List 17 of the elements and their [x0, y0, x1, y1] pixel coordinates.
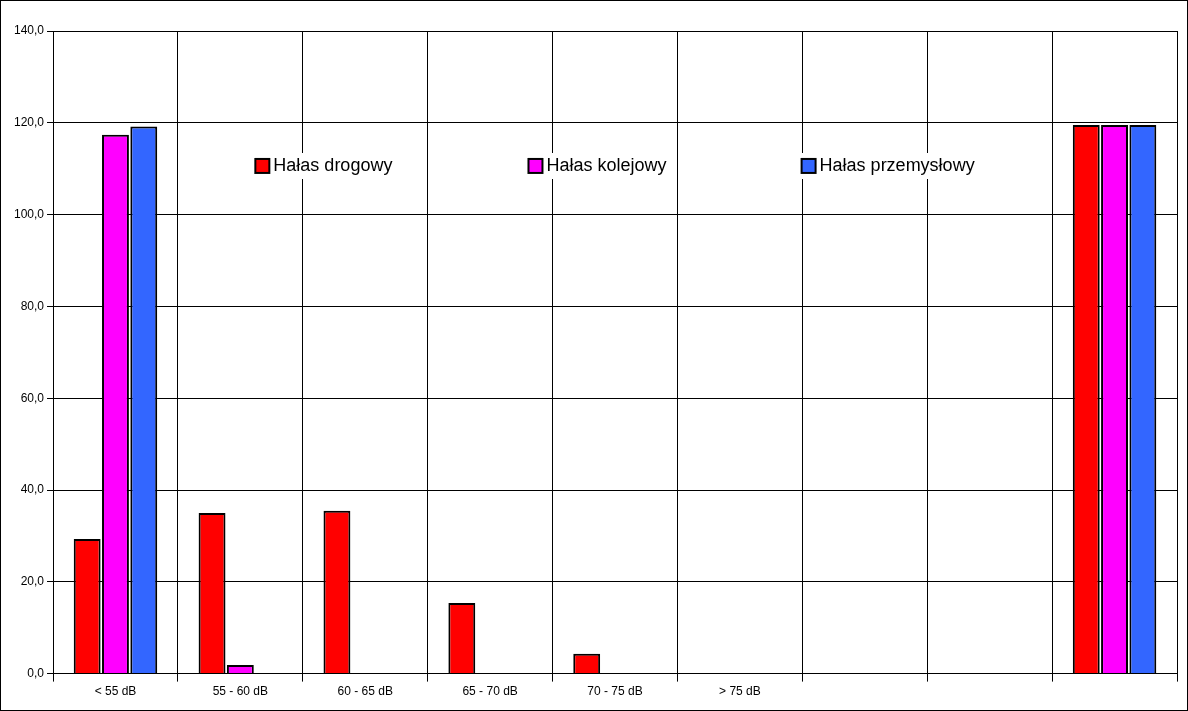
x-tick-label: > 75 dB	[719, 684, 761, 699]
x-tick-label: 65 - 70 dB	[462, 684, 518, 699]
x-tick-label: < 55 dB	[94, 684, 137, 699]
x-tick-label: 70 - 75 dB	[587, 684, 643, 699]
y-tick-label: 0,0	[27, 665, 45, 680]
y-tick-label: 60,0	[20, 390, 45, 405]
x-tick-label: 60 - 65 dB	[337, 684, 393, 699]
y-tick-label: 80,0	[20, 298, 45, 313]
y-tick-label: 40,0	[20, 482, 45, 497]
y-tick-label: 140,0	[14, 23, 45, 38]
y-tick-label: 120,0	[14, 115, 45, 130]
legend-label: Hałas kolejowy	[546, 154, 667, 175]
y-tick-label: 20,0	[20, 574, 45, 589]
y-tick-label: 100,0	[14, 206, 45, 221]
x-tick-label: 55 - 60 dB	[212, 684, 269, 699]
legend-label: Hałas drogowy	[273, 154, 393, 175]
legend-label: Hałas przemysłowy	[819, 154, 975, 175]
